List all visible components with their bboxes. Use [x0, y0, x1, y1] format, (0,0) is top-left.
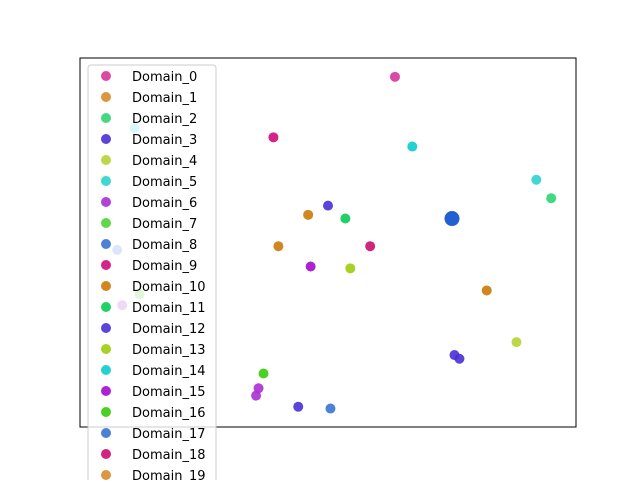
data-point-series-5-1	[531, 174, 542, 185]
legend-marker-0	[101, 71, 111, 81]
legend-label-14: Domain_14	[132, 364, 206, 379]
legend-marker-17	[101, 428, 111, 438]
legend-marker-8	[101, 239, 111, 249]
legend-marker-14	[101, 365, 111, 375]
data-point-series-6-2	[253, 383, 264, 394]
legend-label-19: Domain_19	[132, 469, 206, 480]
data-point-series-10-1	[303, 209, 314, 220]
legend-marker-15	[101, 386, 111, 396]
legend-marker-16	[101, 407, 111, 417]
legend-label-16: Domain_16	[132, 406, 206, 421]
legend-label-17: Domain_17	[132, 427, 206, 442]
data-point-series-9-0	[268, 132, 279, 143]
legend-label-15: Domain_15	[132, 385, 206, 400]
legend-marker-2	[101, 113, 111, 123]
data-point-series-4-1	[511, 337, 522, 348]
legend-marker-5	[101, 176, 111, 186]
legend-label-12: Domain_12	[132, 322, 206, 337]
legend-marker-12	[101, 323, 111, 333]
legend-label-8: Domain_8	[132, 238, 197, 253]
legend-box	[87, 64, 217, 484]
legend-label-2: Domain_2	[132, 112, 197, 127]
legend-marker-3	[101, 134, 111, 144]
legend-marker-18	[101, 449, 111, 459]
data-point-series-16-0	[258, 368, 269, 379]
legend-label-3: Domain_3	[132, 133, 197, 148]
data-point-series-10-0	[273, 241, 284, 252]
legend-marker-10	[101, 281, 111, 291]
legend-marker-4	[101, 155, 111, 165]
data-point-series-12-2	[454, 353, 465, 364]
legend-marker-9	[101, 260, 111, 270]
legend-label-9: Domain_9	[132, 259, 197, 274]
legend-marker-1	[101, 92, 111, 102]
legend-label-7: Domain_7	[132, 217, 197, 232]
legend-marker-11	[101, 302, 111, 312]
data-point-series-11-0	[340, 213, 351, 224]
legend-marker-13	[101, 344, 111, 354]
data-point-series-13-0	[345, 263, 356, 274]
data-point-series-15-0	[305, 261, 316, 272]
legend-label-10: Domain_10	[132, 280, 206, 295]
legend-marker-6	[101, 197, 111, 207]
data-point-series-12-0	[293, 401, 304, 412]
data-point-series-18-0	[365, 241, 376, 252]
legend-label-11: Domain_11	[132, 301, 206, 316]
legend: Domain_0 Domain_1 Domain_2 Domain_3 Domain_4…	[87, 64, 217, 484]
data-point-series-3-0	[323, 200, 333, 211]
data-point-series-0-0	[389, 71, 400, 82]
legend-marker-7	[101, 218, 111, 228]
legend-label-6: Domain_6	[132, 196, 197, 211]
data-point-series-10-2	[481, 285, 492, 296]
legend-label-0: Domain_0	[132, 70, 197, 85]
legend-label-18: Domain_18	[132, 448, 206, 463]
data-point-series-20-0	[444, 211, 460, 227]
legend-marker-19	[101, 470, 111, 480]
data-point-series-17-0	[325, 403, 336, 414]
data-point-series-14-0	[407, 141, 418, 152]
legend-label-13: Domain_13	[132, 343, 206, 358]
legend-label-1: Domain_1	[132, 91, 197, 106]
legend-label-4: Domain_4	[132, 154, 197, 169]
legend-label-5: Domain_5	[132, 175, 197, 190]
data-point-series-2-0	[546, 193, 557, 204]
